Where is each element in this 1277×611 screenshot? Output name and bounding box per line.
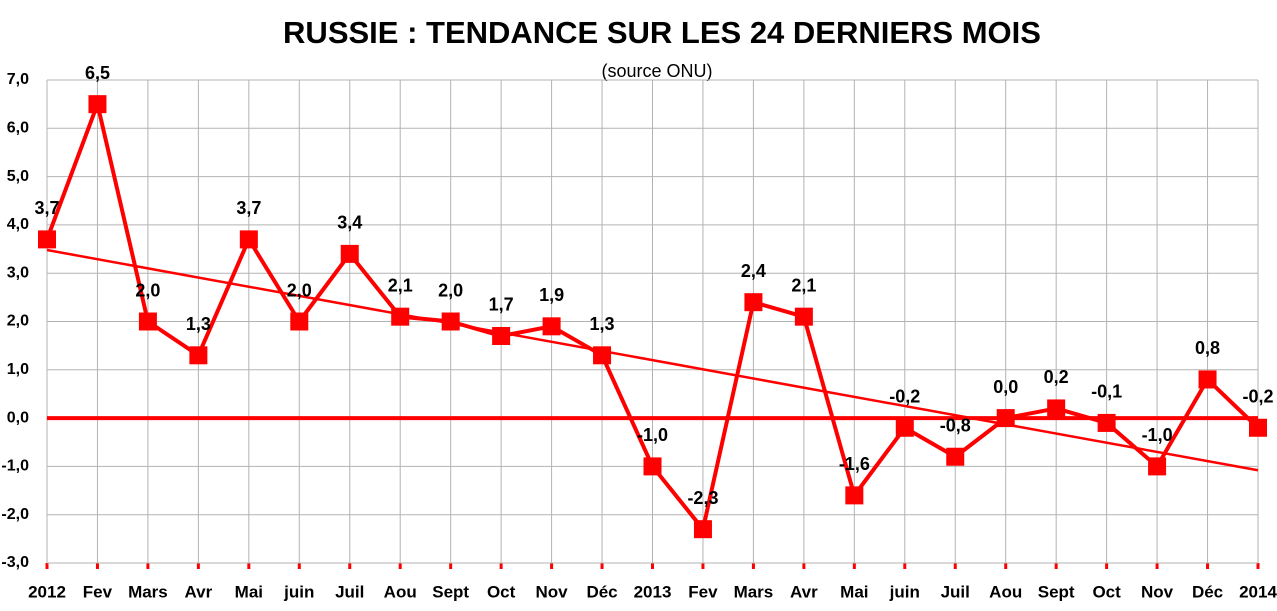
chart-subtitle: (source ONU) [601,61,712,81]
data-label: 2,0 [287,280,312,300]
data-label: 2,4 [741,261,766,281]
data-label: 3,7 [236,198,261,218]
x-tick-label: Sept [1038,582,1075,601]
x-tick-label: Mars [128,582,168,601]
y-tick-label: 3,0 [7,264,29,281]
trendline [46,248,1259,472]
y-tick-label: -2,0 [1,506,29,523]
x-tick-label: Fev [83,582,113,601]
x-tick-label: Aou [989,582,1022,601]
data-label: -1,6 [839,454,870,474]
y-tick-label: -1,0 [1,458,29,475]
data-point [239,230,258,249]
y-tick-label: 2,0 [7,313,29,330]
x-tick-label: Nov [536,582,569,601]
x-tick-label: Aou [384,582,417,601]
x-tick-label: Sept [432,582,469,601]
data-point [391,307,410,326]
data-label: 0,8 [1195,338,1220,358]
data-point [593,346,612,365]
x-tick-label: Avr [185,582,213,601]
data-point [1148,457,1167,476]
chart-title: RUSSIE : TENDANCE SUR LES 24 DERNIERS MO… [283,15,1041,50]
data-point [542,317,561,336]
data-label: 1,7 [489,295,514,315]
data-label: 0,2 [1044,367,1069,387]
data-point [1249,418,1267,437]
data-point [946,447,965,466]
data-label: -1,0 [637,425,668,445]
data-point [290,312,309,331]
x-tick-label: juin [889,582,920,601]
data-label: 2,0 [438,280,463,300]
data-label: 2,0 [135,280,160,300]
x-tick-label: Juil [335,582,364,601]
x-tick-label: Oct [487,582,516,601]
y-tick-label: 0,0 [7,409,29,426]
data-point [643,457,662,476]
data-point [794,307,813,326]
data-point [744,293,763,312]
data-point [1047,399,1066,418]
data-label: -0,8 [940,415,971,435]
x-tick-label: Déc [586,582,617,601]
x-tick-label: Juil [941,582,970,601]
x-tick-label: Mai [235,582,263,601]
x-tick-label: Fev [688,582,718,601]
data-label: 2,1 [388,275,413,295]
data-label: 0,0 [993,377,1018,397]
data-point [340,244,359,263]
data-point [38,230,56,249]
data-point [1097,413,1116,432]
x-tick-label: Oct [1092,582,1121,601]
data-label: -2,3 [687,488,718,508]
x-tick-label: 2013 [634,582,672,601]
data-label: 1,3 [590,314,615,334]
data-label: 1,3 [186,314,211,334]
data-point [996,409,1015,428]
data-point [492,326,511,345]
x-tick-label: Mai [840,582,868,601]
x-tick-label: Mars [734,582,774,601]
data-label: -0,2 [1242,387,1273,407]
x-tick-label: Nov [1141,582,1174,601]
x-tick-label: Déc [1192,582,1223,601]
y-tick-label: 7,0 [7,71,29,88]
data-point [693,520,712,539]
data-label: 6,5 [85,63,110,83]
data-point [138,312,157,331]
y-tick-label: 5,0 [7,168,29,185]
data-point [88,95,107,114]
data-label: -0,1 [1091,382,1122,402]
data-label: 3,4 [337,213,362,233]
data-point [845,486,864,505]
x-tick-label: Avr [790,582,818,601]
data-point [1198,370,1217,389]
data-label: -1,0 [1142,425,1173,445]
y-tick-label: 1,0 [7,361,29,378]
data-point [189,346,208,365]
data-label: 1,9 [539,285,564,305]
x-tick-label: juin [283,582,314,601]
y-tick-label: -3,0 [1,554,29,571]
x-tick-label: 2014 [1239,582,1277,601]
data-label: -0,2 [889,387,920,407]
data-label: 3,7 [34,198,59,218]
data-label: 2,1 [791,275,816,295]
data-point [441,312,460,331]
x-tick-label: 2012 [28,582,66,601]
data-point [895,418,914,437]
y-tick-label: 6,0 [7,120,29,137]
y-tick-label: 4,0 [7,216,29,233]
